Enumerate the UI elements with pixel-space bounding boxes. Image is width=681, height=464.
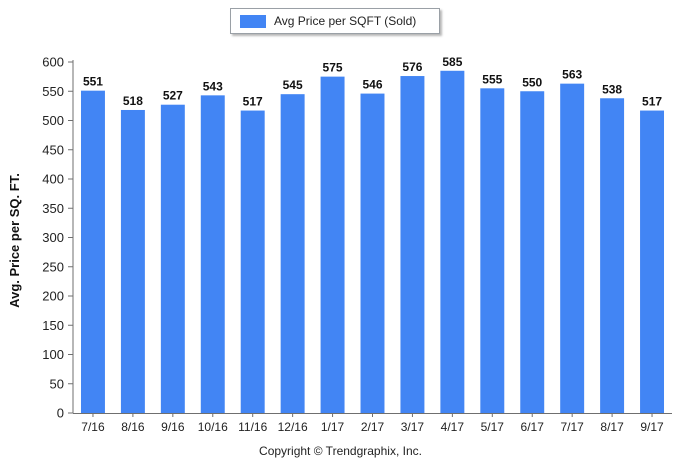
y-tick-label: 200 [42,289,64,304]
y-tick-label: 500 [42,113,64,128]
bar [121,110,145,413]
x-tick-label: 9/16 [161,420,185,434]
bar-value-label: 576 [402,60,422,74]
y-tick-label: 400 [42,172,64,187]
bar [281,94,305,413]
bar [640,111,664,413]
bar-value-label: 527 [163,89,183,103]
x-tick-label: 7/17 [560,420,584,434]
x-tick-label: 2/17 [361,420,385,434]
bar [361,94,385,413]
bar-value-label: 575 [323,61,343,75]
x-tick-label: 3/17 [401,420,425,434]
bar-value-label: 563 [562,68,582,82]
y-tick-label: 550 [42,84,64,99]
y-tick-label: 250 [42,259,64,274]
x-tick-label: 7/16 [81,420,105,434]
bar [440,71,464,413]
y-tick-label: 600 [42,55,64,70]
x-tick-label: 12/16 [278,420,308,434]
x-tick-label: 9/17 [640,420,664,434]
bar [600,98,624,413]
x-tick-label: 1/17 [321,420,345,434]
bar-value-label: 551 [83,75,103,89]
y-tick-label: 150 [42,318,64,333]
bar [161,105,185,413]
bar-value-label: 555 [482,72,502,86]
y-tick-label: 300 [42,230,64,245]
bar-value-label: 585 [442,55,462,69]
y-tick-label: 450 [42,142,64,157]
y-tick-label: 350 [42,201,64,216]
y-tick-label: 50 [50,376,64,391]
copyright-text: Copyright © Trendgraphix, Inc. [0,444,681,458]
x-tick-label: 5/17 [481,420,505,434]
x-tick-label: 6/17 [521,420,545,434]
bar [81,91,105,413]
bar-value-label: 543 [203,79,223,93]
y-tick-label: 100 [42,347,64,362]
bar [321,77,345,413]
bar-value-label: 517 [243,95,263,109]
x-tick-label: 11/16 [238,420,267,434]
bar [560,84,584,413]
bar [520,91,544,413]
x-tick-label: 8/16 [121,420,145,434]
bar-chart: 0 50 100 150 200 250 300 350 400 450 500 550 600 551 7… [0,0,681,440]
bar-value-label: 545 [283,78,303,92]
bar [201,95,225,413]
bar-value-label: 518 [123,94,143,108]
bar-value-label: 546 [362,78,382,92]
bar [241,111,265,413]
bar-value-label: 538 [602,82,622,96]
x-tick-label: 8/17 [600,420,624,434]
x-tick-label: 10/16 [198,420,228,434]
bar [480,88,504,413]
y-tick-label: 0 [57,406,64,421]
bar-value-label: 550 [522,75,542,89]
x-tick-label: 4/17 [441,420,465,434]
bar-value-label: 517 [642,95,662,109]
bar [400,76,424,413]
